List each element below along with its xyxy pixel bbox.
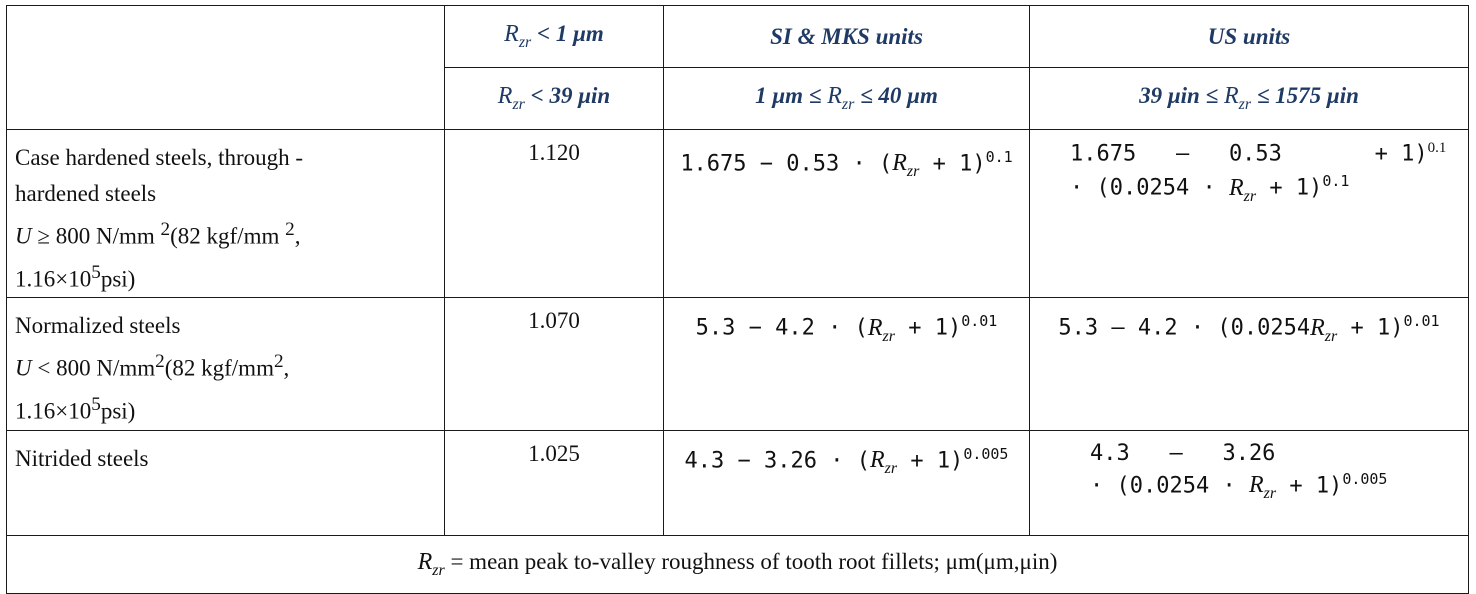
header-si-mks-units: SI & MKS units [663,5,1030,68]
header-empty-cell [6,5,445,130]
si-formula-cell: 1.675 − 0.53 · (Rzr + 1)0.1 [663,128,1030,299]
si-formula-cell: 4.3 − 3.26 · (Rzr + 1)0.005 [663,429,1030,536]
header-us-units: US units [1029,5,1469,68]
roughness-factor-table: Rzr < 1 μm SI & MKS units US units Rzr <… [6,5,1469,594]
table-row: Normalized steels U < 800 N/mm2(82 kgf/m… [6,297,1469,431]
header-row-1: Rzr < 1 μm SI & MKS units US units [6,5,1469,130]
material-cell: Case hardened steels, through - hardened… [6,128,445,299]
table-row: Case hardened steels, through - hardened… [6,128,1469,299]
si-formula-cell: 5.3 − 4.2 · (Rzr + 1)0.01 [663,297,1030,431]
table-row: Nitrided steels 1.025 4.3 − 3.26 · (Rzr … [6,429,1469,536]
header-us-range: 39 μin ≤ Rzr ≤ 1575 μin [1029,67,1469,130]
value-cell: 1.070 [444,297,664,431]
header-si-range: 1 μm ≤ Rzr ≤ 40 μm [663,67,1030,130]
material-cell: Normalized steels U < 800 N/mm2(82 kgf/m… [6,297,445,431]
material-cell: Nitrided steels [6,429,445,536]
us-formula-cell: 5.3 – 4.2 · (0.0254Rzr + 1)0.01 [1029,297,1469,431]
header-row-2: Rzr < 39 μin 1 μm ≤ Rzr ≤ 40 μm 39 μin ≤… [7,67,1469,130]
value-cell: 1.120 [444,128,664,299]
us-formula-cell: 4.3 – 3.26 · (0.0254 · Rzr + 1)0.005 [1029,429,1469,536]
us-formula-cell: 1.675 – 0.53 + 1)0.1 · (0.0254 · Rzr + 1… [1029,128,1469,299]
footer-row: Rzr = mean peak to-valley roughness of t… [6,534,1469,594]
header-rzr-lt-39uin: Rzr < 39 μin [444,67,664,130]
header-rzr-lt-1um: Rzr < 1 μm [444,5,664,68]
value-cell: 1.025 [444,429,664,536]
footnote: Rzr = mean peak to-valley roughness of t… [6,534,1469,594]
